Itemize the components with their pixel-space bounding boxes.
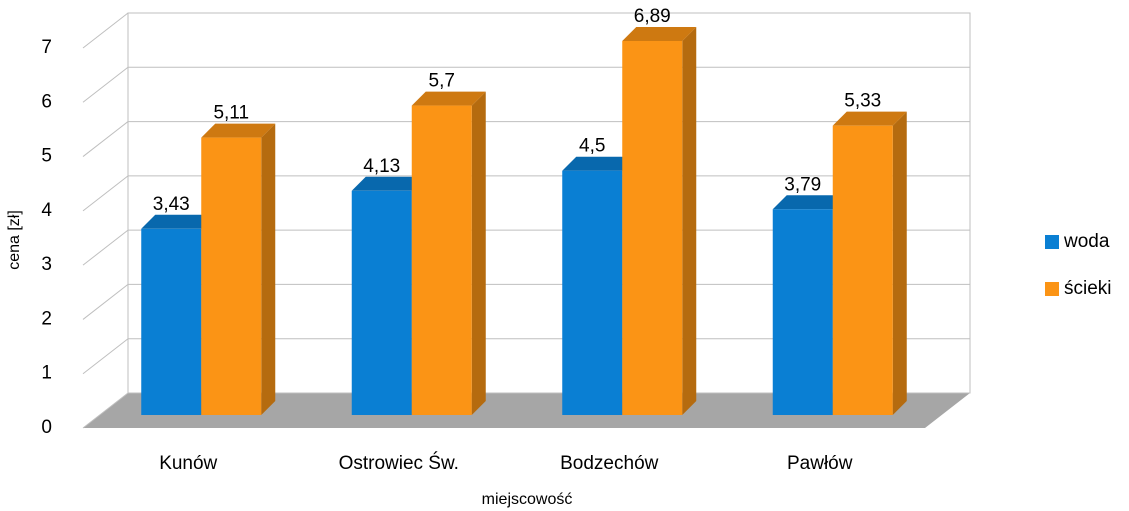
- grid-line: [82, 12, 129, 49]
- bar-top: [562, 156, 637, 171]
- y-tick-label: 0: [41, 417, 52, 438]
- legend-swatch: [1045, 235, 1059, 249]
- grid-line: [82, 175, 129, 212]
- y-tick-label: 2: [41, 308, 52, 329]
- data-label: 5,33: [844, 91, 881, 112]
- floor: [83, 393, 970, 428]
- bar-side: [682, 26, 697, 415]
- grid-line: [82, 66, 129, 103]
- bar-side: [471, 91, 486, 416]
- y-tick-label: 1: [41, 363, 52, 384]
- y-tick-label: 3: [41, 254, 52, 275]
- bar-top: [351, 176, 426, 191]
- legend-label: woda: [1063, 231, 1110, 252]
- bar-top: [411, 91, 486, 106]
- bar-top: [141, 214, 216, 229]
- bar: [832, 125, 893, 416]
- bar: [141, 228, 202, 415]
- data-label: 6,89: [634, 6, 671, 27]
- bar: [411, 105, 472, 416]
- data-label: 3,79: [784, 174, 821, 195]
- y-tick-label: 7: [41, 37, 52, 58]
- grid-line: [82, 338, 129, 375]
- bar: [351, 190, 412, 415]
- data-label: 5,7: [429, 71, 455, 92]
- bar-top: [832, 111, 907, 126]
- y-tick-label: 4: [41, 200, 52, 221]
- bar: [622, 40, 683, 415]
- data-label: 4,5: [579, 136, 605, 157]
- y-tick-label: 6: [41, 91, 52, 112]
- bar-top: [201, 123, 276, 138]
- bar-top: [772, 195, 847, 210]
- grid-line: [82, 121, 129, 157]
- grid-line: [82, 284, 129, 320]
- grid-line: [82, 229, 129, 266]
- x-tick-label: Kunów: [159, 453, 217, 474]
- bar: [772, 209, 833, 415]
- bar-side: [261, 123, 276, 415]
- bar: [562, 170, 623, 415]
- y-tick-label: 5: [41, 146, 52, 167]
- y-axis-title: cena [zł]: [6, 210, 23, 270]
- x-tick-label: Ostrowiec Św.: [339, 452, 459, 474]
- legend-swatch: [1045, 282, 1059, 296]
- legend-label: ścieki: [1064, 278, 1112, 299]
- grid-line: [82, 392, 129, 429]
- data-label: 4,13: [363, 156, 400, 177]
- data-label: 5,11: [213, 103, 249, 124]
- bar: [201, 137, 262, 415]
- x-tick-label: Bodzechów: [560, 453, 659, 474]
- bar-top: [622, 26, 697, 41]
- x-axis-title: miejscowość: [482, 491, 573, 508]
- x-tick-label: Pawłów: [787, 453, 853, 474]
- bar-side: [892, 111, 907, 416]
- data-label: 3,43: [153, 194, 190, 215]
